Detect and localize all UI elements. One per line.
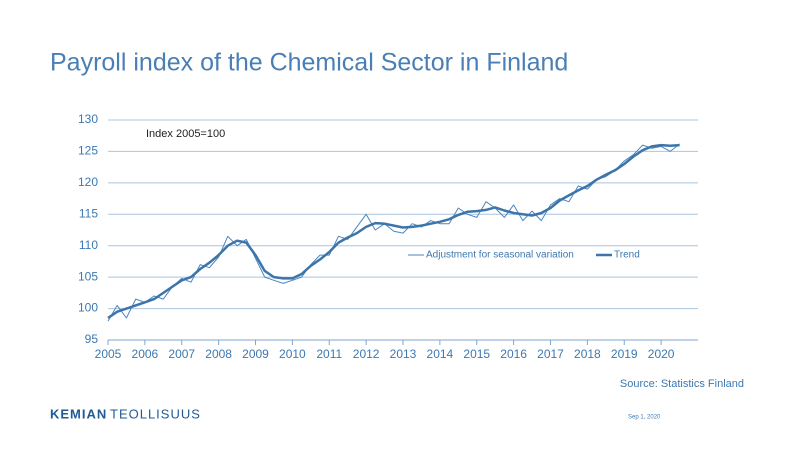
x-tick-label: 2019 (611, 347, 638, 361)
x-tick-label: 2015 (463, 347, 490, 361)
x-tick-label: 2005 (95, 347, 122, 361)
y-tick-label: 120 (78, 175, 98, 189)
annotation: Index 2005=100 (146, 128, 225, 140)
y-tick-label: 125 (78, 144, 98, 158)
x-tick-label: 2008 (205, 347, 232, 361)
x-tick-label: 2020 (648, 347, 675, 361)
x-tick-label: 2007 (168, 347, 195, 361)
x-tick-label: 2012 (353, 347, 380, 361)
logo-regular: TEOLLISUUS (110, 406, 201, 421)
y-tick-label: 110 (79, 238, 98, 252)
logo-bold: KEMIAN (50, 406, 107, 421)
source: Source: Statistics Finland (620, 378, 744, 390)
y-tick-label: 105 (78, 269, 98, 283)
legend-label: Trend (614, 250, 640, 261)
x-tick-label: 2014 (427, 347, 454, 361)
x-tick-label: 2018 (574, 347, 601, 361)
series-line (107, 143, 680, 322)
y-tick-label: 95 (85, 332, 99, 346)
x-tick-label: 2010 (279, 347, 306, 361)
y-tick-label: 115 (79, 206, 98, 220)
x-tick-label: 2017 (537, 347, 564, 361)
chart-title: Payroll index of the Chemical Sector in … (50, 49, 568, 77)
y-tick-label: 100 (78, 301, 98, 315)
series-line (107, 143, 680, 320)
x-tick-label: 2009 (242, 347, 269, 361)
date: Sep 1, 2020 (628, 415, 661, 421)
x-tick-label: 2016 (500, 347, 527, 361)
x-tick-label: 2006 (132, 347, 159, 361)
x-tick-label: 2013 (390, 347, 417, 361)
x-tick-label: 2011 (316, 347, 342, 361)
y-tick-label: 130 (78, 112, 98, 126)
legend-label: Adjustment for seasonal variation (426, 250, 574, 261)
